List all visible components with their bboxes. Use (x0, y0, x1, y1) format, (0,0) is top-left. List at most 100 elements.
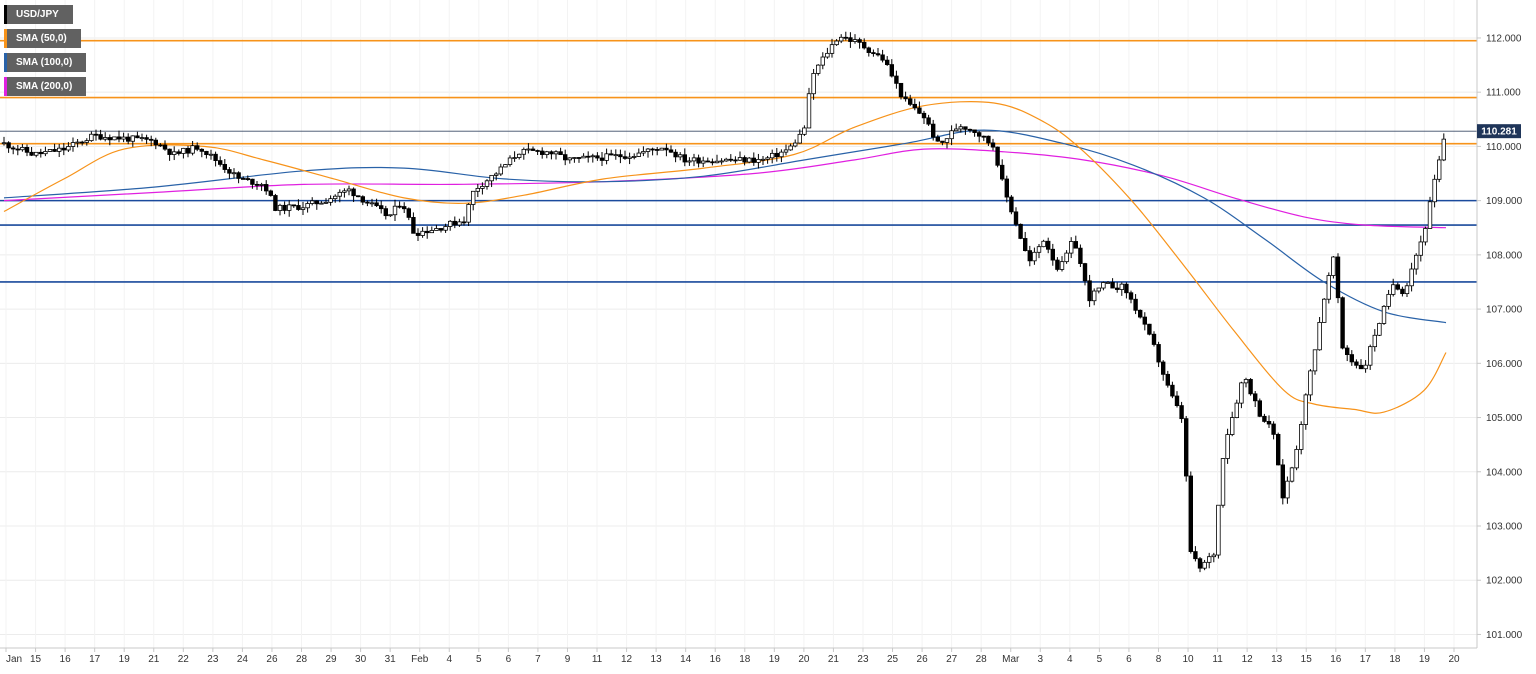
x-tick-label: 20 (798, 654, 810, 665)
candle-body (1216, 504, 1221, 556)
candle (443, 223, 448, 233)
candle (52, 143, 57, 152)
candle (213, 151, 218, 167)
candle-body (493, 173, 499, 176)
candle-body (903, 96, 908, 100)
candle-body (636, 152, 641, 157)
candle (627, 152, 632, 165)
candle-body (880, 54, 885, 61)
candle-body (673, 151, 678, 158)
candle-body (93, 133, 99, 136)
candle (116, 130, 122, 143)
candle-body (958, 126, 963, 130)
candle (89, 131, 94, 142)
candle-body (1133, 298, 1138, 311)
candle (1069, 237, 1074, 259)
candle (609, 149, 614, 156)
candle-body (1036, 246, 1042, 253)
candle (171, 146, 177, 161)
candle-body (15, 148, 20, 151)
candle-body (967, 128, 973, 131)
candle (1151, 331, 1157, 347)
candle-body (586, 155, 591, 158)
candle (1276, 432, 1281, 466)
candle-body (1345, 347, 1350, 355)
candle (121, 132, 126, 143)
candle-body (1124, 283, 1129, 294)
candle-body (355, 195, 361, 198)
candle-body (1409, 268, 1414, 287)
candle-body (852, 39, 858, 42)
candle-body (231, 172, 237, 175)
candles (1, 31, 1446, 573)
candle (1331, 256, 1336, 279)
candle (1046, 237, 1051, 254)
candle-body (43, 151, 48, 155)
candle-body (1262, 415, 1267, 422)
candle (1312, 349, 1318, 375)
candle (190, 140, 195, 156)
candle (756, 153, 761, 169)
legend-swatch (4, 77, 7, 96)
candle (66, 142, 71, 152)
candle (429, 226, 434, 234)
candle (378, 200, 384, 214)
candle (908, 94, 913, 107)
candle (1358, 359, 1364, 370)
candle (880, 49, 885, 63)
candle-body (388, 214, 393, 217)
x-tick-label: 18 (739, 654, 751, 665)
candle (1202, 559, 1207, 571)
candle-body (595, 155, 600, 159)
candle (1239, 381, 1244, 409)
candle (84, 138, 89, 146)
candle (222, 158, 227, 173)
candle (1179, 401, 1184, 423)
legend-item-price[interactable]: USD/JPY (4, 5, 86, 24)
candle-body (75, 141, 80, 144)
candle-body (34, 151, 39, 156)
candle (963, 126, 968, 135)
candle-body (204, 150, 209, 156)
candle-body (848, 37, 853, 42)
legend-item-sma100[interactable]: SMA (100,0) (4, 53, 87, 72)
candle (355, 195, 361, 198)
candle (954, 123, 959, 132)
candle-body (885, 59, 890, 65)
candle-body (383, 208, 388, 217)
candle-body (273, 195, 278, 211)
candle-body (1400, 288, 1405, 295)
legend-item-sma50[interactable]: SMA (50,0) (4, 29, 86, 48)
candle (1257, 398, 1262, 418)
candle-body (793, 142, 798, 147)
candle (1133, 294, 1138, 315)
candle (1193, 546, 1198, 562)
candle-body (862, 41, 867, 49)
legend-item-sma200[interactable]: SMA (200,0) (4, 77, 87, 96)
candle-body (751, 157, 756, 163)
candle-body (1331, 256, 1336, 276)
candle-body (1184, 418, 1189, 477)
candle-body (1391, 284, 1396, 295)
candle-body (783, 149, 789, 153)
candle (1243, 377, 1249, 388)
candle (839, 34, 844, 44)
candle (199, 148, 204, 158)
candle-body (889, 64, 894, 77)
candle-body (236, 172, 241, 179)
candle-body (126, 136, 131, 142)
candle (231, 168, 237, 179)
candle (682, 148, 687, 167)
candle-body (650, 148, 655, 151)
candle (185, 145, 191, 158)
candle (967, 128, 973, 133)
candle (572, 157, 577, 163)
candle (6, 141, 11, 153)
candle (829, 38, 835, 58)
candle (507, 155, 513, 167)
candle (61, 143, 66, 156)
candle (1184, 415, 1189, 482)
candle (1161, 360, 1166, 381)
candle (351, 187, 356, 203)
